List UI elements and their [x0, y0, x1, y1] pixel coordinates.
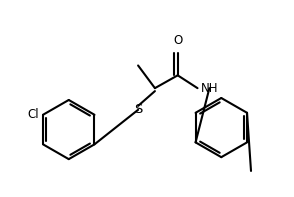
Text: O: O	[173, 34, 182, 47]
Text: Cl: Cl	[27, 108, 39, 121]
Text: NH: NH	[201, 82, 218, 95]
Text: S: S	[134, 103, 142, 116]
